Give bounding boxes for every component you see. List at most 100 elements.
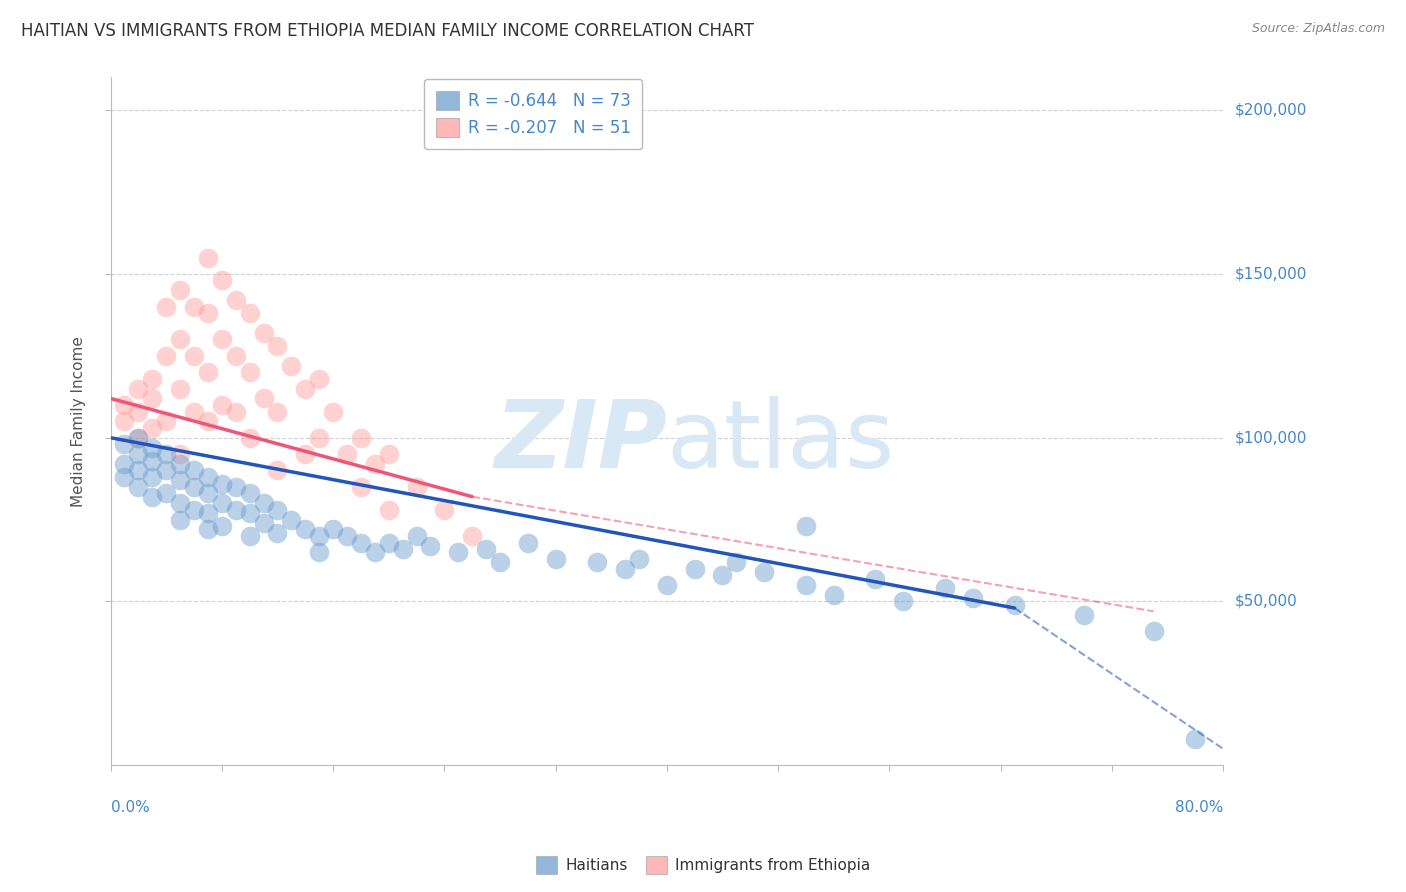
Text: HAITIAN VS IMMIGRANTS FROM ETHIOPIA MEDIAN FAMILY INCOME CORRELATION CHART: HAITIAN VS IMMIGRANTS FROM ETHIOPIA MEDI…	[21, 22, 754, 40]
Point	[155, 463, 177, 477]
Point	[141, 372, 163, 386]
Point	[364, 457, 387, 471]
Point	[239, 506, 262, 520]
Point	[683, 562, 706, 576]
Point	[183, 404, 205, 418]
Point	[239, 431, 262, 445]
Point	[114, 457, 136, 471]
Point	[239, 486, 262, 500]
Point	[336, 529, 359, 543]
Point	[266, 404, 288, 418]
Point	[266, 463, 288, 477]
Point	[280, 512, 302, 526]
Point	[183, 502, 205, 516]
Text: atlas: atlas	[666, 396, 896, 488]
Point	[294, 523, 316, 537]
Point	[350, 431, 373, 445]
Point	[475, 542, 498, 557]
Point	[211, 519, 233, 533]
Point	[794, 578, 817, 592]
Point	[155, 486, 177, 500]
Point	[211, 273, 233, 287]
Point	[377, 535, 399, 549]
Point	[461, 529, 484, 543]
Point	[183, 300, 205, 314]
Point	[322, 523, 344, 537]
Point	[127, 382, 149, 396]
Point	[516, 535, 538, 549]
Point	[197, 251, 219, 265]
Point	[114, 398, 136, 412]
Point	[364, 545, 387, 559]
Point	[114, 437, 136, 451]
Point	[1142, 624, 1164, 638]
Point	[114, 470, 136, 484]
Point	[391, 542, 413, 557]
Point	[141, 470, 163, 484]
Point	[127, 480, 149, 494]
Point	[266, 525, 288, 540]
Point	[322, 404, 344, 418]
Point	[211, 476, 233, 491]
Point	[655, 578, 678, 592]
Text: 0.0%: 0.0%	[111, 799, 149, 814]
Point	[252, 516, 274, 530]
Point	[169, 496, 191, 510]
Point	[211, 398, 233, 412]
Point	[141, 392, 163, 406]
Point	[183, 480, 205, 494]
Point	[350, 480, 373, 494]
Point	[308, 431, 330, 445]
Point	[127, 404, 149, 418]
Point	[225, 404, 247, 418]
Text: $100,000: $100,000	[1234, 430, 1306, 445]
Point	[169, 382, 191, 396]
Point	[823, 588, 845, 602]
Legend: Haitians, Immigrants from Ethiopia: Haitians, Immigrants from Ethiopia	[530, 850, 876, 880]
Point	[266, 502, 288, 516]
Point	[934, 582, 956, 596]
Text: 80.0%: 80.0%	[1175, 799, 1223, 814]
Point	[252, 326, 274, 340]
Point	[544, 552, 567, 566]
Point	[169, 457, 191, 471]
Point	[865, 572, 887, 586]
Text: Source: ZipAtlas.com: Source: ZipAtlas.com	[1251, 22, 1385, 36]
Point	[225, 480, 247, 494]
Point	[197, 306, 219, 320]
Point	[155, 349, 177, 363]
Point	[155, 300, 177, 314]
Point	[127, 447, 149, 461]
Point	[252, 496, 274, 510]
Point	[377, 447, 399, 461]
Point	[294, 382, 316, 396]
Text: $200,000: $200,000	[1234, 103, 1306, 118]
Point	[169, 447, 191, 461]
Point	[308, 372, 330, 386]
Point	[183, 463, 205, 477]
Point	[754, 565, 776, 579]
Point	[377, 502, 399, 516]
Point	[155, 414, 177, 428]
Point	[225, 502, 247, 516]
Point	[155, 447, 177, 461]
Point	[169, 283, 191, 297]
Point	[433, 502, 456, 516]
Legend: R = -0.644   N = 73, R = -0.207   N = 51: R = -0.644 N = 73, R = -0.207 N = 51	[425, 78, 643, 149]
Point	[725, 555, 748, 569]
Point	[294, 447, 316, 461]
Point	[405, 529, 427, 543]
Point	[141, 421, 163, 435]
Point	[197, 486, 219, 500]
Point	[962, 591, 984, 606]
Point	[350, 535, 373, 549]
Point	[197, 365, 219, 379]
Point	[794, 519, 817, 533]
Point	[197, 523, 219, 537]
Point	[225, 293, 247, 307]
Point	[169, 512, 191, 526]
Point	[211, 496, 233, 510]
Point	[239, 306, 262, 320]
Point	[183, 349, 205, 363]
Point	[141, 453, 163, 467]
